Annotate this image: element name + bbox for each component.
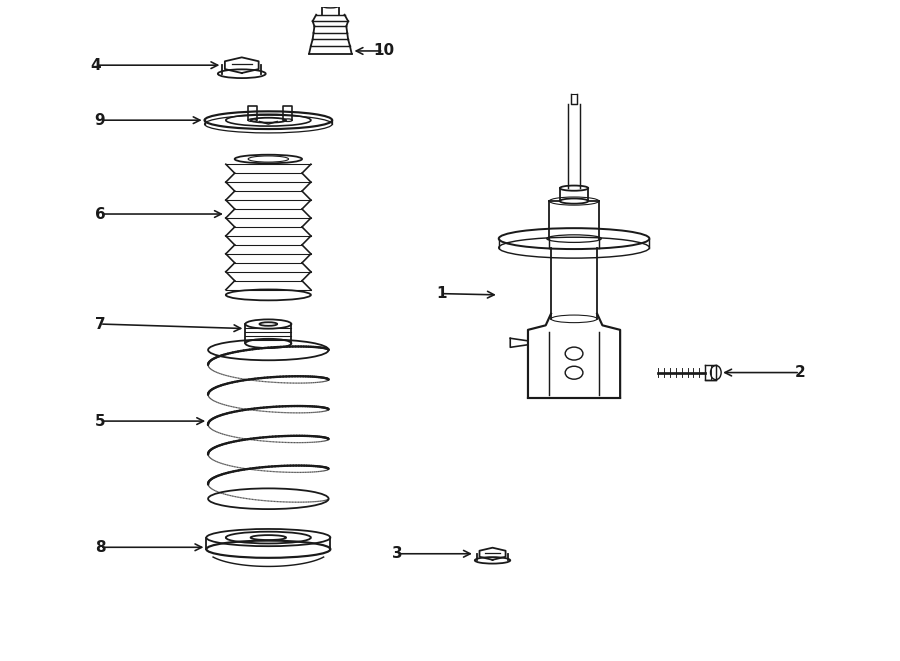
Text: 2: 2 bbox=[795, 365, 806, 380]
Text: 8: 8 bbox=[94, 540, 105, 555]
Text: 3: 3 bbox=[392, 546, 402, 561]
Text: 4: 4 bbox=[90, 58, 101, 73]
Text: 10: 10 bbox=[373, 44, 394, 58]
Text: 1: 1 bbox=[436, 286, 446, 301]
Text: 9: 9 bbox=[94, 112, 105, 128]
Text: 5: 5 bbox=[94, 414, 105, 428]
Text: 6: 6 bbox=[94, 206, 105, 221]
Text: 7: 7 bbox=[94, 317, 105, 332]
